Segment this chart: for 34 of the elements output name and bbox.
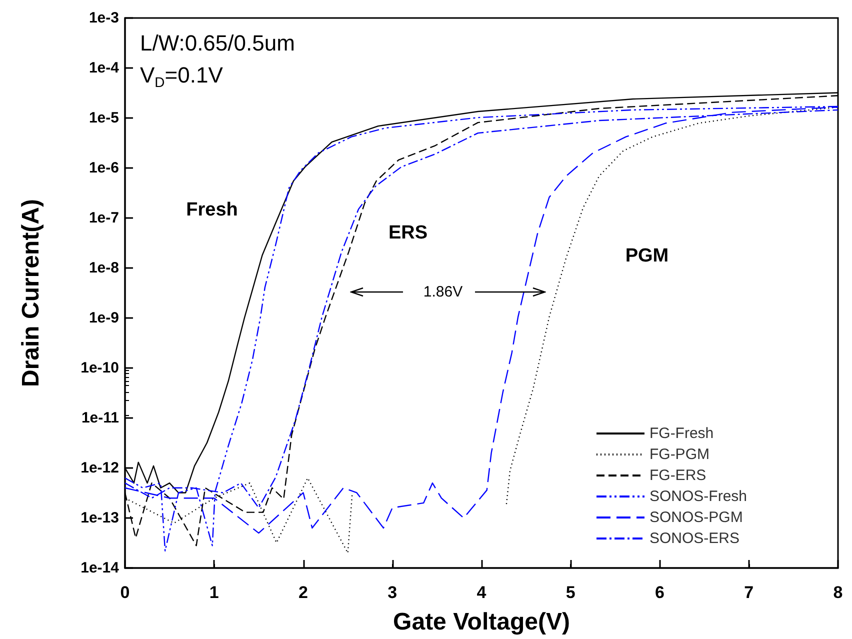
legend-label: FG-ERS bbox=[649, 467, 706, 484]
y-tick-label: 1e-10 bbox=[80, 360, 119, 376]
annotation: Fresh bbox=[186, 200, 238, 220]
x-tick-label: 2 bbox=[298, 583, 308, 602]
x-axis-title: Gate Voltage(V) bbox=[393, 608, 570, 636]
annotation: 1.86V bbox=[423, 284, 463, 300]
annotation: PGM bbox=[625, 246, 669, 266]
x-tick-label: 5 bbox=[566, 583, 576, 602]
x-tick-label: 0 bbox=[120, 583, 130, 602]
annotation: L/W:0.65/0.5um bbox=[140, 30, 295, 56]
y-tick-label: 1e-14 bbox=[80, 560, 120, 576]
y-tick-label: 1e-4 bbox=[88, 60, 120, 76]
legend-label: SONOS-PGM bbox=[649, 509, 743, 526]
y-tick-label: 1e-9 bbox=[88, 310, 119, 326]
x-tick-label: 3 bbox=[388, 583, 398, 602]
x-tick-label: 1 bbox=[209, 583, 219, 602]
legend-label: SONOS-Fresh bbox=[649, 488, 747, 505]
legend-label: SONOS-ERS bbox=[649, 530, 740, 547]
y-tick-label: 1e-5 bbox=[88, 110, 119, 126]
y-tick-label: 1e-12 bbox=[80, 460, 119, 476]
x-tick-label: 4 bbox=[476, 583, 487, 602]
y-tick-label: 1e-7 bbox=[88, 210, 119, 226]
y-tick-label: 1e-13 bbox=[80, 510, 119, 526]
legend-label: FG-Fresh bbox=[649, 425, 714, 442]
y-tick-label: 1e-3 bbox=[88, 10, 119, 26]
y-tick-label: 1e-6 bbox=[88, 160, 119, 176]
legend-label: FG-PGM bbox=[649, 446, 710, 463]
x-tick-label: 6 bbox=[655, 583, 664, 602]
annotation: ERS bbox=[388, 222, 428, 244]
x-tick-label: 8 bbox=[833, 583, 843, 602]
y-axis-title: Drain Current(A) bbox=[18, 198, 44, 388]
y-tick-label: 1e-8 bbox=[88, 260, 119, 276]
y-tick-label: 1e-11 bbox=[81, 410, 119, 426]
x-tick-label: 7 bbox=[744, 583, 754, 602]
